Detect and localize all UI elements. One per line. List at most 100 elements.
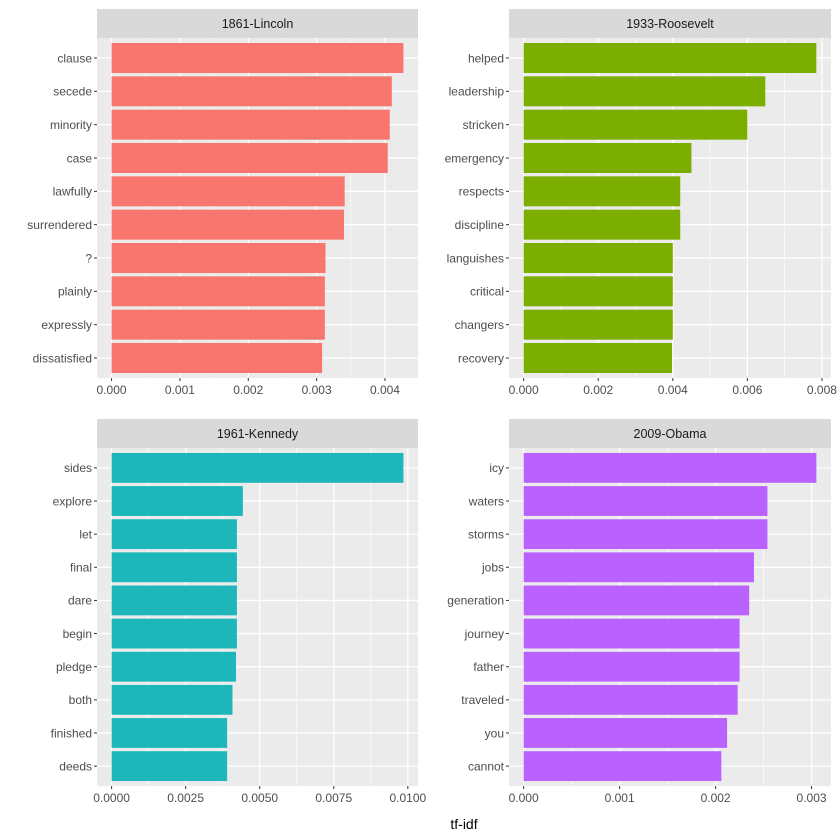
y-tick-label: pledge (56, 660, 92, 674)
y-tick-label: father (473, 660, 504, 674)
bar-traveled (523, 684, 738, 715)
bar-emergency (523, 143, 692, 173)
x-tick-label: 0.000 (509, 791, 539, 805)
x-tick-label: 0.001 (605, 791, 635, 805)
bar-both (111, 684, 233, 715)
y-tick-label: journey (464, 627, 504, 641)
facet-strip (509, 9, 831, 38)
y-tick-label: waters (468, 494, 504, 508)
y-tick-label: begin (63, 627, 92, 641)
bar-begin (111, 618, 237, 649)
x-tick-label: 0.006 (732, 383, 762, 397)
bar-dissatisfied (111, 343, 323, 373)
bar-expressly (111, 309, 325, 340)
facet-title: 2009-Obama (634, 427, 707, 441)
bar-storms (523, 519, 768, 550)
facet-title: 1933-Roosevelt (626, 17, 714, 31)
bar-icy (523, 452, 817, 483)
x-axis-title: tf-idf (450, 816, 477, 832)
x-tick-label: 0.003 (302, 383, 332, 397)
y-tick-label: emergency (445, 151, 504, 165)
bar-leadership (523, 76, 766, 107)
y-tick-label: respects (459, 185, 504, 199)
bar-plainly (111, 276, 325, 307)
facet-strip (97, 419, 418, 448)
y-tick-label: changers (455, 318, 504, 332)
y-tick-label: storms (468, 527, 504, 541)
y-tick-label: let (79, 527, 92, 541)
facet-title: 1961-Kennedy (217, 427, 299, 441)
y-tick-label: surrendered (27, 218, 92, 232)
bar-you (523, 718, 728, 748)
y-tick-label: generation (447, 594, 504, 608)
bar-recovery (523, 343, 673, 373)
bar-secede (111, 76, 392, 107)
facet-panel-2: 1933-Roosevelt helped leadership stricken em… (445, 9, 837, 397)
bar-father (523, 651, 740, 682)
bar-deeds (111, 751, 228, 782)
bar-minority (111, 109, 390, 140)
x-tick-label: 0.003 (797, 791, 827, 805)
y-tick-label: helped (468, 51, 504, 65)
facet-panel-4: 2009-Obama icy waters storms jobs generation j… (447, 419, 831, 805)
x-tick-label: 0.0025 (167, 791, 204, 805)
bar- (111, 243, 326, 273)
y-tick-label: cannot (468, 759, 505, 773)
x-tick-label: 0.004 (658, 383, 688, 397)
bar-languishes (523, 243, 673, 273)
bar-case (111, 143, 388, 173)
bar-finished (111, 718, 228, 748)
x-tick-label: 0.0000 (93, 791, 130, 805)
x-tick-label: 0.0050 (241, 791, 278, 805)
bar-clause (111, 43, 404, 73)
y-tick-label: lawfully (53, 185, 92, 199)
y-tick-label: ? (85, 251, 92, 265)
bar-critical (523, 276, 673, 307)
y-tick-label: case (67, 151, 93, 165)
y-tick-label: expressly (41, 318, 92, 332)
x-tick-label: 0.002 (701, 791, 731, 805)
bar-respects (523, 176, 681, 207)
facet-strip (97, 9, 418, 38)
bar-cannot (523, 751, 722, 782)
facet-panel-3: 1961-Kennedy sides explore let final dare begi… (51, 419, 427, 805)
x-tick-label: 0.0075 (315, 791, 352, 805)
bar-helped (523, 43, 817, 73)
x-tick-label: 0.002 (583, 383, 613, 397)
y-tick-label: secede (53, 85, 92, 99)
y-tick-label: jobs (481, 561, 504, 575)
y-tick-label: final (70, 561, 92, 575)
y-tick-label: explore (53, 494, 93, 508)
y-tick-label: minority (50, 118, 92, 132)
y-tick-label: dare (68, 594, 92, 608)
x-tick-label: 0.001 (165, 383, 195, 397)
x-tick-label: 0.0100 (389, 791, 426, 805)
x-tick-label: 0.002 (233, 383, 263, 397)
y-tick-label: recovery (458, 351, 504, 365)
bar-jobs (523, 552, 754, 583)
bar-pledge (111, 651, 237, 682)
y-tick-label: finished (51, 726, 92, 740)
facet-title: 1861-Lincoln (222, 17, 294, 31)
x-tick-label: 0.000 (509, 383, 539, 397)
bar-let (111, 519, 237, 550)
y-tick-label: discipline (455, 218, 505, 232)
y-tick-label: sides (64, 461, 92, 475)
y-tick-label: dissatisfied (33, 351, 92, 365)
bar-waters (523, 486, 768, 516)
y-tick-label: deeds (59, 759, 92, 773)
facet-panel-1: 1861-Lincoln clause secede minority case lawf… (27, 9, 418, 397)
y-tick-label: leadership (449, 85, 505, 99)
bar-dare (111, 585, 237, 616)
y-tick-label: critical (470, 285, 504, 299)
bar-lawfully (111, 176, 345, 207)
facet-strip (509, 419, 831, 448)
bar-explore (111, 486, 243, 516)
bar-journey (523, 618, 740, 649)
bar-stricken (523, 109, 748, 140)
y-tick-label: stricken (463, 118, 504, 132)
x-tick-label: 0.004 (370, 383, 400, 397)
y-tick-label: traveled (461, 693, 504, 707)
